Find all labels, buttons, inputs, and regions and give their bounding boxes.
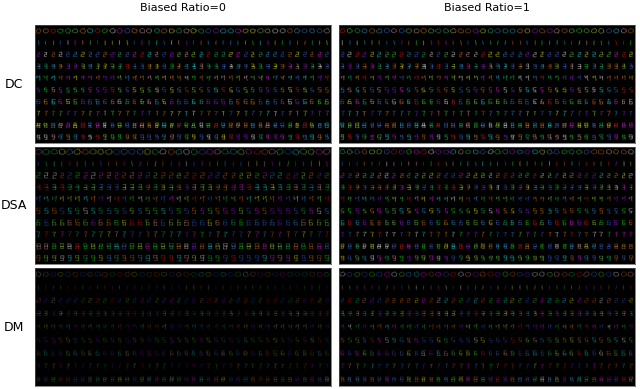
Text: DM: DM xyxy=(4,321,24,334)
Text: Biased Ratio=0: Biased Ratio=0 xyxy=(140,3,226,12)
Text: DC: DC xyxy=(5,77,23,91)
Text: DSA: DSA xyxy=(1,199,28,212)
Text: Biased Ratio=1: Biased Ratio=1 xyxy=(444,3,530,12)
